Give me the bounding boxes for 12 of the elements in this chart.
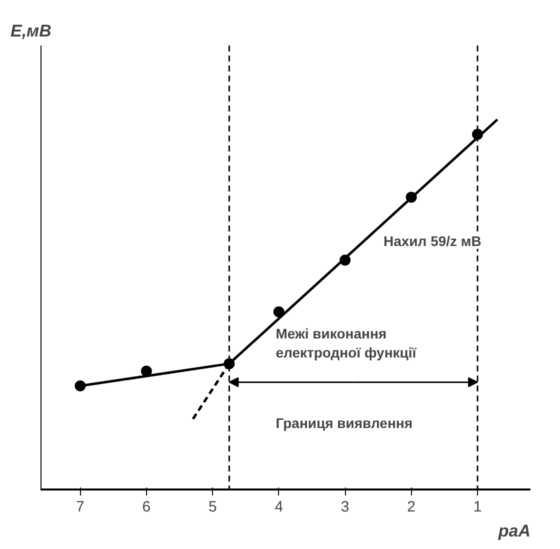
x-tick-label: 4 — [274, 498, 284, 516]
x-tick-label: 1 — [473, 498, 482, 516]
x-tick-label: 2 — [407, 498, 416, 516]
x-tick-label: 3 — [340, 498, 350, 516]
x-axis-title: paA — [497, 522, 531, 540]
x-tick-label: 7 — [76, 498, 84, 516]
x-tick-label: 6 — [142, 498, 151, 516]
y-axis-title: E,мВ — [10, 22, 52, 40]
x-tick-label: 5 — [208, 498, 217, 516]
annotation: Границя виявлення — [276, 414, 413, 431]
annotation: Межі виконання електродної функції — [276, 325, 418, 361]
annotation: Нахил 59/z мВ — [384, 232, 482, 249]
